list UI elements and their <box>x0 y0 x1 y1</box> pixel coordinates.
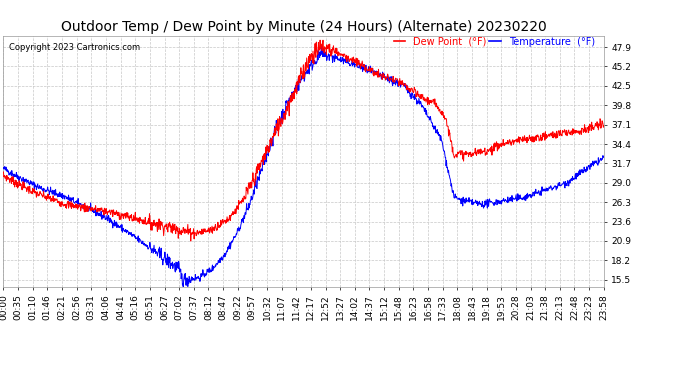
Title: Outdoor Temp / Dew Point by Minute (24 Hours) (Alternate) 20230220: Outdoor Temp / Dew Point by Minute (24 H… <box>61 21 546 34</box>
Text: Copyright 2023 Cartronics.com: Copyright 2023 Cartronics.com <box>10 43 141 52</box>
Legend: Dew Point  (°F), Temperature  (°F): Dew Point (°F), Temperature (°F) <box>390 33 599 51</box>
